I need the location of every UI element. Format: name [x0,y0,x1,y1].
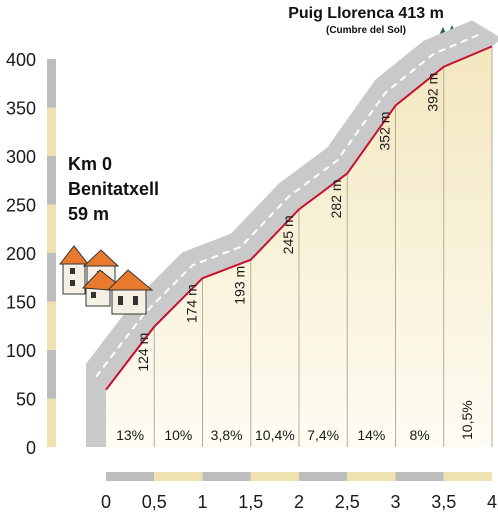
elevation-label: 245 m [280,215,296,254]
x-axis-segment [250,472,299,481]
x-axis-segment [299,472,348,481]
y-tick-labels: 0 50 100 150 200 250 300 350 400 [6,50,36,458]
x-tick-label: 0,5 [142,492,167,512]
gradient-labels: 13% 10% 3,8% 10,4% 7,4% 14% 8% 10,5% [116,400,475,443]
x-tick-label: 1 [197,492,207,512]
start-elevation-label: 59 m [68,204,109,224]
village-icon [58,245,154,315]
y-tick-label: 0 [26,438,36,458]
x-tick-label: 3 [390,492,400,512]
y-tick-label: 350 [6,99,36,119]
y-tick-label: 400 [6,50,36,70]
peak-subtitle: (Cumbre del Sol) [326,25,406,36]
gradient-label: 13% [116,427,144,443]
y-axis-segment [47,301,56,350]
y-axis-segment [47,350,56,399]
x-axis-segment [395,472,444,481]
x-axis-segment [347,472,396,481]
profile-line [105,45,493,391]
gradient-label: 10,4% [255,427,295,443]
gradient-label: 10,5% [459,400,475,440]
start-place-label: Benitatxell [68,179,159,199]
y-tick-label: 200 [6,244,36,264]
y-axis-segment [47,59,56,108]
x-tick-label: 2 [294,492,304,512]
x-axis-segment [106,472,155,481]
y-tick-label: 50 [16,390,36,410]
start-km-label: Km 0 [68,154,112,174]
y-axis-segment [47,107,56,156]
y-axis-bar [47,59,56,447]
y-tick-label: 100 [6,341,36,361]
peak-title: Puig Llorenca 413 m [288,5,444,22]
y-axis-segment [47,156,56,205]
gradient-label: 7,4% [307,427,339,443]
gradient-label: 14% [357,427,385,443]
elevation-label: 392 m [425,73,441,112]
x-tick-label: 2,5 [335,492,360,512]
gradient-label: 3,8% [211,427,243,443]
y-axis-segment [47,253,56,302]
y-tick-label: 300 [6,147,36,167]
y-axis-segment [47,398,56,447]
y-axis-segment [47,204,56,253]
y-tick-label: 250 [6,196,36,216]
x-axis-segment [154,472,203,481]
x-axis-segment [202,472,251,481]
gradient-label: 10% [164,427,192,443]
x-tick-label: 1,5 [238,492,263,512]
x-tick-labels: 0 0,5 1 1,5 2 2,5 3 3,5 4 [101,492,497,512]
x-axis-segment [443,472,492,481]
x-axis-bar [106,472,492,481]
elevation-labels: 124 m 174 m 193 m 245 m 282 m 352 m 392 m [135,73,441,372]
elevation-label: 174 m [184,284,200,323]
x-tick-label: 0 [101,492,111,512]
profile-dash-line [95,32,483,378]
elevation-label: 124 m [135,333,151,372]
elevation-label: 352 m [377,112,393,151]
y-tick-label: 150 [6,293,36,313]
gradient-label: 8% [410,427,430,443]
x-tick-label: 3,5 [431,492,456,512]
elevation-label: 282 m [328,179,344,218]
elevation-label: 193 m [232,266,248,305]
x-tick-label: 4 [487,492,497,512]
km-dividers [153,46,493,447]
